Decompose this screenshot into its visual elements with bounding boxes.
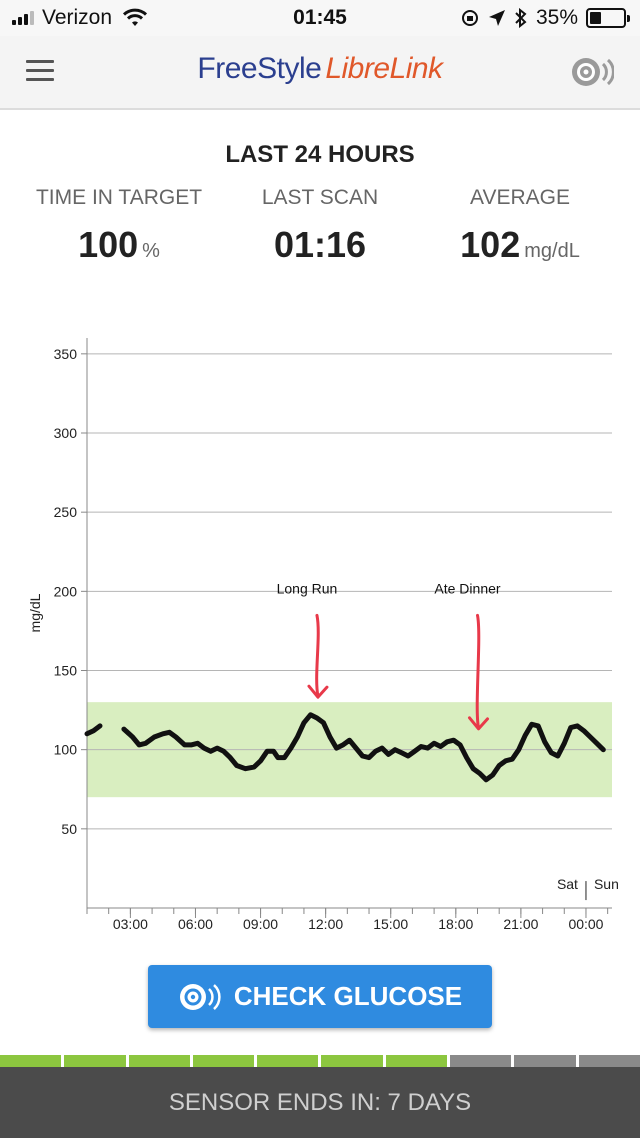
x-tick-label: 18:00 bbox=[438, 916, 473, 932]
status-bar: Verizon 01:45 35% bbox=[0, 0, 640, 36]
clock: 01:45 bbox=[293, 6, 347, 29]
sensor-life-segment bbox=[321, 1055, 383, 1067]
annotation-arrow bbox=[475, 613, 481, 730]
stat-value: 01:16 bbox=[220, 224, 420, 266]
stat-value: 100% bbox=[19, 224, 219, 266]
battery-percent: 35% bbox=[535, 6, 578, 29]
glucose-line bbox=[121, 712, 606, 783]
stat-number: 01:16 bbox=[273, 224, 367, 265]
location-icon bbox=[488, 10, 505, 26]
sensor-scan-icon bbox=[179, 983, 221, 1010]
sensor-scan-icon[interactable] bbox=[570, 54, 614, 90]
stat-time-in-target: TIME IN TARGET 100% bbox=[19, 186, 219, 266]
y-tick-label: 250 bbox=[54, 504, 78, 520]
stat-number: 102 bbox=[460, 224, 521, 265]
stat-label: AVERAGE bbox=[470, 186, 570, 209]
x-tick-label: 06:00 bbox=[178, 916, 213, 932]
check-glucose-label: CHECK GLUCOSE bbox=[233, 981, 463, 1011]
sensor-life-segment bbox=[514, 1055, 576, 1067]
y-tick-label: 100 bbox=[54, 742, 78, 758]
carrier-group: Verizon bbox=[12, 6, 148, 30]
bluetooth-icon bbox=[515, 8, 527, 28]
annotation-label: Ate Dinner bbox=[434, 580, 500, 596]
battery-icon bbox=[586, 8, 630, 28]
day-label-sat: Sat bbox=[557, 876, 578, 892]
y-axis-label: mg/dL bbox=[27, 593, 43, 632]
sensor-life-segment bbox=[128, 1055, 190, 1067]
y-tick-label: 200 bbox=[54, 583, 78, 599]
x-tick-label: 00:00 bbox=[568, 916, 603, 932]
sensor-life-segment bbox=[0, 1055, 62, 1067]
status-indicators: 35% bbox=[460, 6, 630, 30]
stat-label: LAST SCAN bbox=[261, 186, 379, 209]
sensor-ends-text: SENSOR ENDS IN: 7 DAYS bbox=[168, 1088, 472, 1116]
stat-number: 100 bbox=[78, 224, 139, 265]
sensor-life-segment bbox=[192, 1055, 255, 1067]
x-tick-label: 09:00 bbox=[243, 916, 278, 932]
hamburger-icon[interactable] bbox=[26, 60, 54, 82]
y-tick-label: 300 bbox=[54, 425, 78, 441]
sensor-life-segment bbox=[385, 1055, 448, 1067]
app-logo: FreeStyle LibreLink bbox=[0, 52, 640, 86]
annotation-arrow bbox=[315, 613, 320, 698]
page-title: LAST 24 HOURS bbox=[225, 141, 415, 168]
stat-unit: mg/dL bbox=[524, 240, 580, 262]
x-tick-label: 12:00 bbox=[308, 916, 343, 932]
sensor-life-segment bbox=[257, 1055, 319, 1067]
annotation-arrowhead bbox=[467, 716, 489, 731]
carrier-name: Verizon bbox=[42, 6, 113, 29]
glucose-chart: 50 100 150 200 250 300 350 mg/dL 03:00 06:00 09:00… bbox=[27, 338, 619, 932]
x-tick-label: 21:00 bbox=[503, 916, 538, 932]
stat-value: 102 mg/dL bbox=[420, 224, 620, 266]
signal-strength-icon bbox=[12, 11, 34, 25]
stat-average: AVERAGE 102 mg/dL bbox=[420, 186, 620, 266]
y-tick-label: 150 bbox=[54, 663, 78, 679]
sensor-life-segment bbox=[450, 1055, 512, 1067]
y-tick-label: 50 bbox=[61, 821, 77, 837]
sensor-life-progress bbox=[0, 1055, 640, 1067]
wifi-icon bbox=[123, 8, 148, 26]
annotation-arrowhead bbox=[307, 684, 329, 699]
annotation-label: Long Run bbox=[277, 580, 338, 596]
check-glucose-button[interactable]: CHECK GLUCOSE bbox=[148, 965, 492, 1028]
glucose-line bbox=[84, 723, 103, 737]
logo-librelink: LibreLink bbox=[325, 52, 443, 85]
x-tick-label: 15:00 bbox=[373, 916, 408, 932]
stat-label: TIME IN TARGET bbox=[35, 186, 203, 209]
logo-freestyle: FreeStyle bbox=[197, 52, 322, 85]
sensor-life-segment bbox=[64, 1055, 126, 1067]
stat-unit: % bbox=[142, 240, 160, 262]
stat-last-scan: LAST SCAN 01:16 bbox=[220, 186, 420, 266]
sensor-life-segment bbox=[578, 1055, 640, 1067]
y-tick-label: 350 bbox=[54, 346, 78, 362]
sensor-status-bar: SENSOR ENDS IN: 7 DAYS bbox=[0, 1067, 640, 1138]
rotation-lock-icon bbox=[461, 10, 478, 26]
battery-level bbox=[590, 12, 602, 24]
day-label-sun: Sun bbox=[594, 876, 619, 892]
app-header: FreeStyle LibreLink bbox=[0, 36, 640, 110]
x-tick-label: 03:00 bbox=[113, 916, 148, 932]
